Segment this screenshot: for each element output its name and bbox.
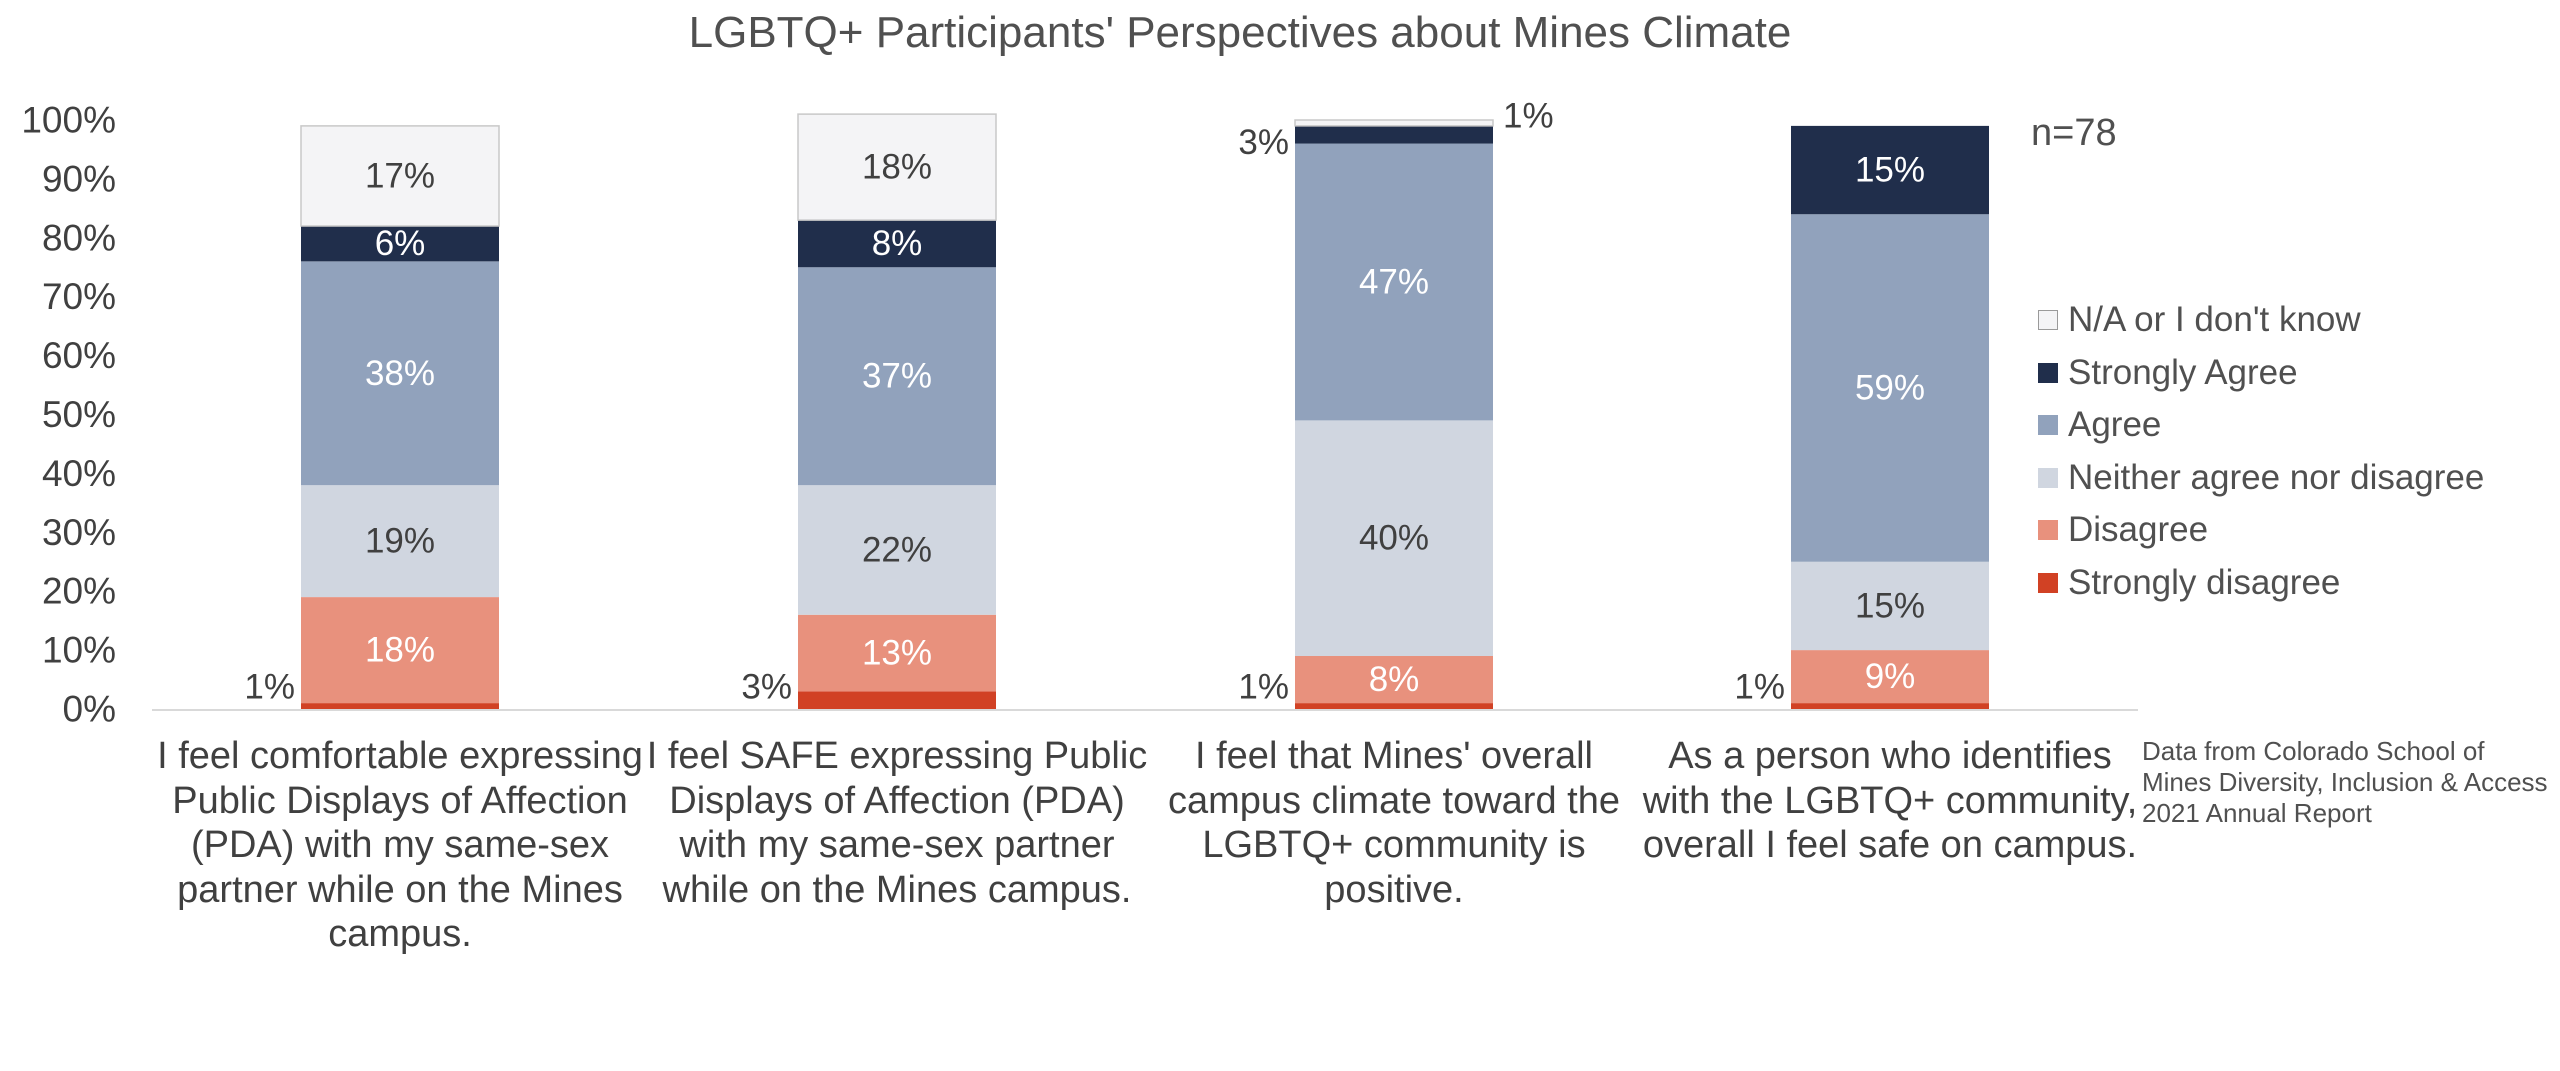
data-label: 3%: [1238, 123, 1289, 162]
legend-swatch-neither: [2038, 467, 2058, 488]
bar-segment: [1295, 420, 1493, 656]
y-tick-label: 40%: [42, 453, 116, 494]
legend-item-strongly-disagree: Strongly disagree: [2038, 557, 2484, 610]
legend-item-strongly-agree: Strongly Agree: [2038, 347, 2484, 400]
bar-segment: [1791, 561, 1989, 651]
legend-swatch-agree: [2038, 415, 2058, 436]
bar-segment: [301, 597, 499, 704]
bar-segment: [798, 691, 996, 709]
legend-item-neither: Neither agree nor disagree: [2038, 452, 2484, 505]
bar-segment: [1295, 655, 1493, 704]
data-label: 6%: [375, 224, 426, 263]
data-label: 18%: [365, 631, 435, 670]
legend-swatch-disagree: [2038, 520, 2058, 541]
data-label: 40%: [1359, 519, 1429, 558]
data-label: 3%: [741, 668, 792, 707]
y-tick-label: 50%: [42, 394, 116, 435]
bar-segment: [798, 485, 996, 615]
data-label: 1%: [244, 668, 295, 707]
bar-segment: [301, 226, 499, 262]
bar-segment: [1295, 703, 1493, 709]
legend-item-agree: Agree: [2038, 399, 2484, 452]
data-label: 17%: [365, 156, 435, 195]
data-label: 1%: [1734, 668, 1785, 707]
data-label: 15%: [1855, 151, 1925, 190]
legend-swatch-strongly-disagree: [2038, 572, 2058, 593]
y-tick-label: 0%: [63, 689, 116, 730]
bar-segment: [1295, 125, 1493, 144]
bar-segment: [798, 220, 996, 268]
legend-label-na: N/A or I don't know: [2068, 300, 2361, 340]
legend-item-na: N/A or I don't know: [2038, 294, 2484, 347]
category-label-4: As a person who identifies with the LGBT…: [1642, 735, 2138, 866]
y-tick-label: 80%: [42, 217, 116, 258]
category-label-1: I feel comfortable expressing Public Dis…: [157, 735, 643, 955]
y-tick-label: 20%: [42, 571, 116, 612]
category-label-2: I feel SAFE expressing Public Displays o…: [646, 735, 1148, 911]
bar-segment: [301, 703, 499, 709]
data-label: 15%: [1855, 586, 1925, 625]
legend-swatch-na: [2038, 310, 2058, 331]
bar-segment: [1791, 650, 1989, 704]
legend-item-disagree: Disagree: [2038, 504, 2484, 557]
y-tick-label: 30%: [42, 512, 116, 553]
y-tick-label: 60%: [42, 335, 116, 376]
bar-segment: [1295, 143, 1493, 421]
legend-label-strongly-agree: Strongly Agree: [2068, 352, 2298, 392]
bar-segment: [1791, 125, 1989, 215]
bar-segment: [1791, 214, 1989, 562]
source-note: Data from Colorado School of Mines Diver…: [2142, 736, 2548, 828]
sample-size-note: n=78: [2031, 112, 2117, 154]
legend: N/A or I don't know Strongly Agree Agree…: [2038, 294, 2484, 609]
data-label: 37%: [862, 357, 932, 396]
data-label: 1%: [1238, 668, 1289, 707]
bar-segment: [798, 614, 996, 692]
legend-label-neither: Neither agree nor disagree: [2068, 457, 2485, 497]
data-label: 8%: [1369, 660, 1420, 699]
data-label: 9%: [1865, 657, 1916, 696]
bar-segment: [798, 267, 996, 486]
y-tick-label: 90%: [42, 158, 116, 199]
bar-segment: [1791, 703, 1989, 709]
y-tick-label: 10%: [42, 630, 116, 671]
legend-label-strongly-disagree: Strongly disagree: [2068, 562, 2341, 602]
data-label: 38%: [365, 354, 435, 393]
legend-label-disagree: Disagree: [2068, 510, 2209, 550]
data-label: 13%: [862, 634, 932, 673]
bar-segment: [301, 261, 499, 486]
category-label-3: I feel that Mines' overall campus climat…: [1168, 735, 1620, 911]
data-label: 1%: [1503, 97, 1554, 136]
bar-segment: [301, 485, 499, 598]
data-label: 59%: [1855, 368, 1925, 407]
data-label: 22%: [862, 530, 932, 569]
data-label: 18%: [862, 148, 932, 187]
bar-segment: [300, 125, 500, 227]
y-tick-label: 100%: [21, 100, 116, 141]
bar-segment: [1294, 119, 1494, 127]
legend-swatch-strongly-agree: [2038, 362, 2058, 383]
chart-title: LGBTQ+ Participants' Perspectives about …: [688, 8, 1792, 57]
y-tick-label: 70%: [42, 276, 116, 317]
legend-label-agree: Agree: [2068, 405, 2162, 445]
data-label: 19%: [365, 522, 435, 561]
data-label: 8%: [872, 224, 923, 263]
data-label: 47%: [1359, 262, 1429, 301]
bar-segment: [797, 113, 997, 221]
